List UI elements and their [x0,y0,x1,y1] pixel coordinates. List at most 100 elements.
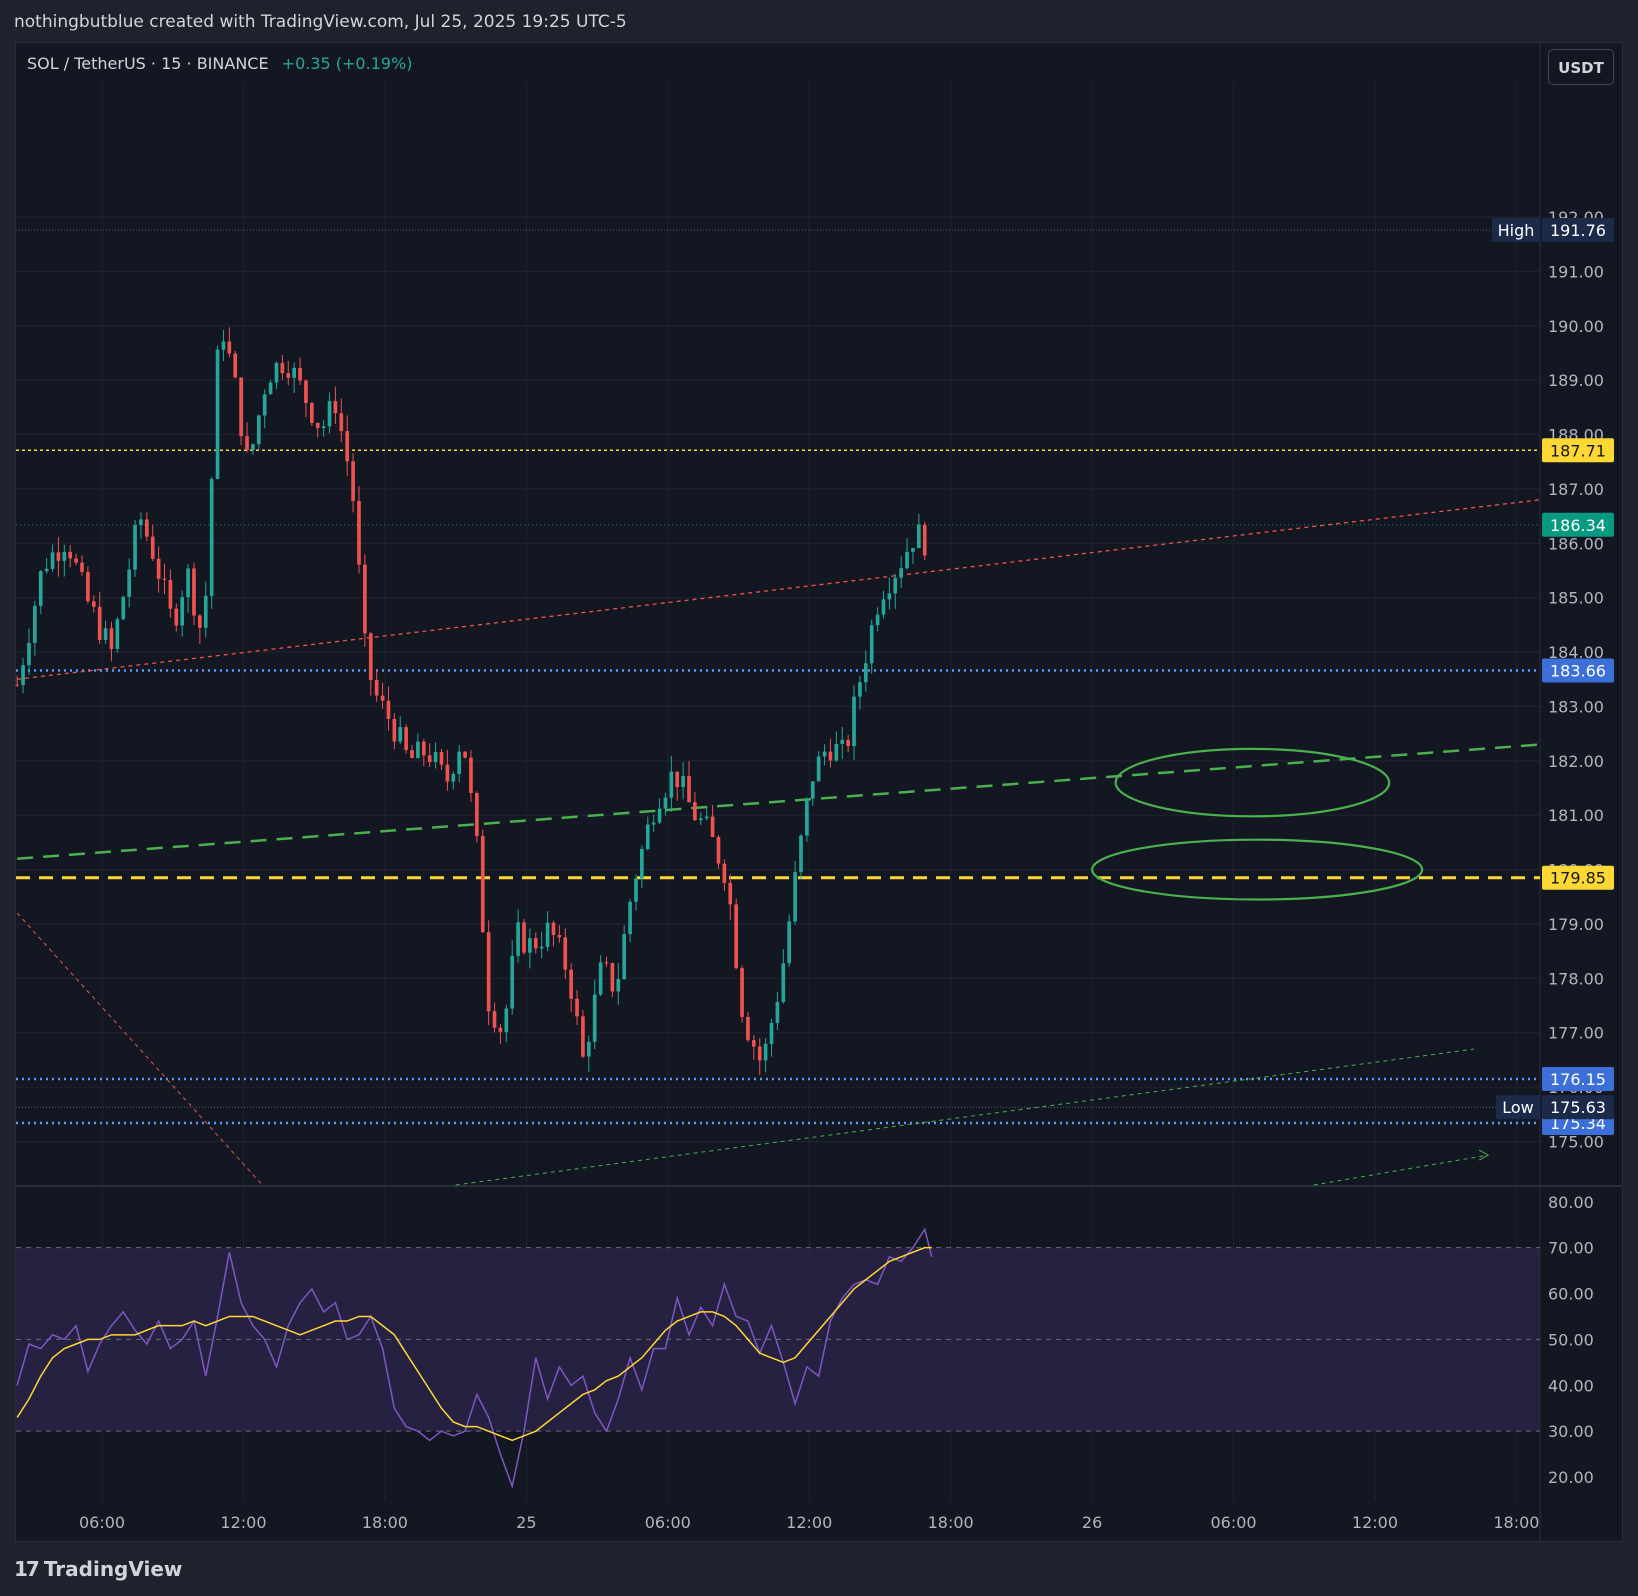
candle-body [922,524,927,556]
candle-body [722,863,727,883]
candle-body [498,1027,503,1032]
candle-body [622,934,627,980]
candle-body [245,436,249,451]
rsi-tick-label: 80.00 [1548,1193,1594,1212]
header-bar [0,0,1638,42]
candle-body [180,597,185,626]
candle-body [917,524,921,549]
candle-body [628,901,632,935]
candle-body [757,1046,762,1061]
candle-body [68,551,73,559]
candle-body [675,771,680,788]
candle-body [145,519,149,537]
low-tag: 175.63 [1550,1098,1606,1117]
candle-body [858,682,862,697]
candle-body [704,816,709,819]
price-tick-label: 189.00 [1548,371,1604,390]
candle-body [486,932,491,1012]
candle-body [221,341,226,350]
level-tag: 179.85 [1550,869,1606,888]
candle-body [268,382,273,395]
candle-body [209,478,214,596]
time-tick-label: 06:00 [645,1513,691,1532]
rsi-tick-label: 50.00 [1548,1330,1594,1349]
candle-body [516,922,520,956]
candle-body [86,571,90,602]
candle-body [728,882,733,905]
candle-body [421,741,426,756]
candle-body [875,614,880,626]
price-tick-label: 182.00 [1548,752,1604,771]
candle-body [911,548,915,552]
candle-body [569,969,573,999]
candle-body [427,755,432,763]
last-price-tag: 186.34 [1550,516,1606,535]
level-tag-bg [1542,658,1614,683]
candle-body [38,571,43,606]
candle-body [899,568,903,578]
candle-body [368,633,373,680]
high-tag: 191.76 [1550,221,1606,240]
time-tick-label: 12:00 [786,1513,832,1532]
candle-body [663,797,668,809]
candle-body [33,605,37,643]
rsi-tick-label: 30.00 [1548,1422,1594,1441]
candle-body [398,727,403,742]
candle-body [581,1016,585,1057]
rsi-tick-label: 70.00 [1548,1239,1594,1258]
candle-body [380,695,385,701]
candle-body [799,835,803,873]
candle-body [480,835,485,933]
candle-body [734,904,738,969]
trend-arrow [1478,1149,1490,1161]
candle-body [787,921,792,964]
trendline [17,743,1541,860]
candle-body [563,937,568,970]
candle-body [251,444,255,451]
candle-body [410,750,414,758]
candle-body [533,938,538,949]
candle-body [215,349,220,479]
candle-body [693,802,697,821]
time-tick-label: 26 [1082,1513,1102,1532]
candle-body [91,601,96,607]
candle-body [469,757,473,794]
candle-body [810,781,815,799]
symbol-name: SOL / TetherUS · 15 · BINANCE [27,54,269,73]
candle-body [551,922,556,936]
candle-body [793,872,797,922]
candle-body [139,519,143,526]
candle-body [840,739,845,744]
time-tick-label: 12:00 [220,1513,266,1532]
currency-button[interactable]: USDT [1548,49,1614,85]
candle-body [575,998,579,1017]
candle-body [21,665,25,685]
candle-body [522,922,526,953]
trendlines [16,499,1541,1186]
candle-body [463,751,467,758]
rsi-tick-label: 20.00 [1548,1468,1594,1487]
candle-body [404,727,408,751]
candle-body [15,684,20,686]
candle-body [740,968,744,1017]
price-tick-label: 185.00 [1548,589,1604,608]
candle-body [852,696,856,747]
candle-body [451,774,456,782]
candle-body [586,1041,591,1057]
candle-body [274,362,279,383]
horizontal-levels [16,229,1540,1125]
rsi-tick-label: 60.00 [1548,1285,1594,1304]
candle-body [286,373,291,378]
time-tick-label: 25 [516,1513,536,1532]
candle-body [828,751,833,761]
candle-body [604,962,609,964]
candle-body [881,599,886,615]
candle-body [351,461,355,501]
symbol-legend[interactable]: SOL / TetherUS · 15 · BINANCE +0.35 (+0.… [27,54,413,73]
level-tag: 187.71 [1550,441,1606,460]
candle-body [198,615,202,628]
price-tick-label: 177.00 [1548,1024,1604,1043]
candle-body [56,552,61,561]
level-tag-bg [1542,1066,1614,1091]
